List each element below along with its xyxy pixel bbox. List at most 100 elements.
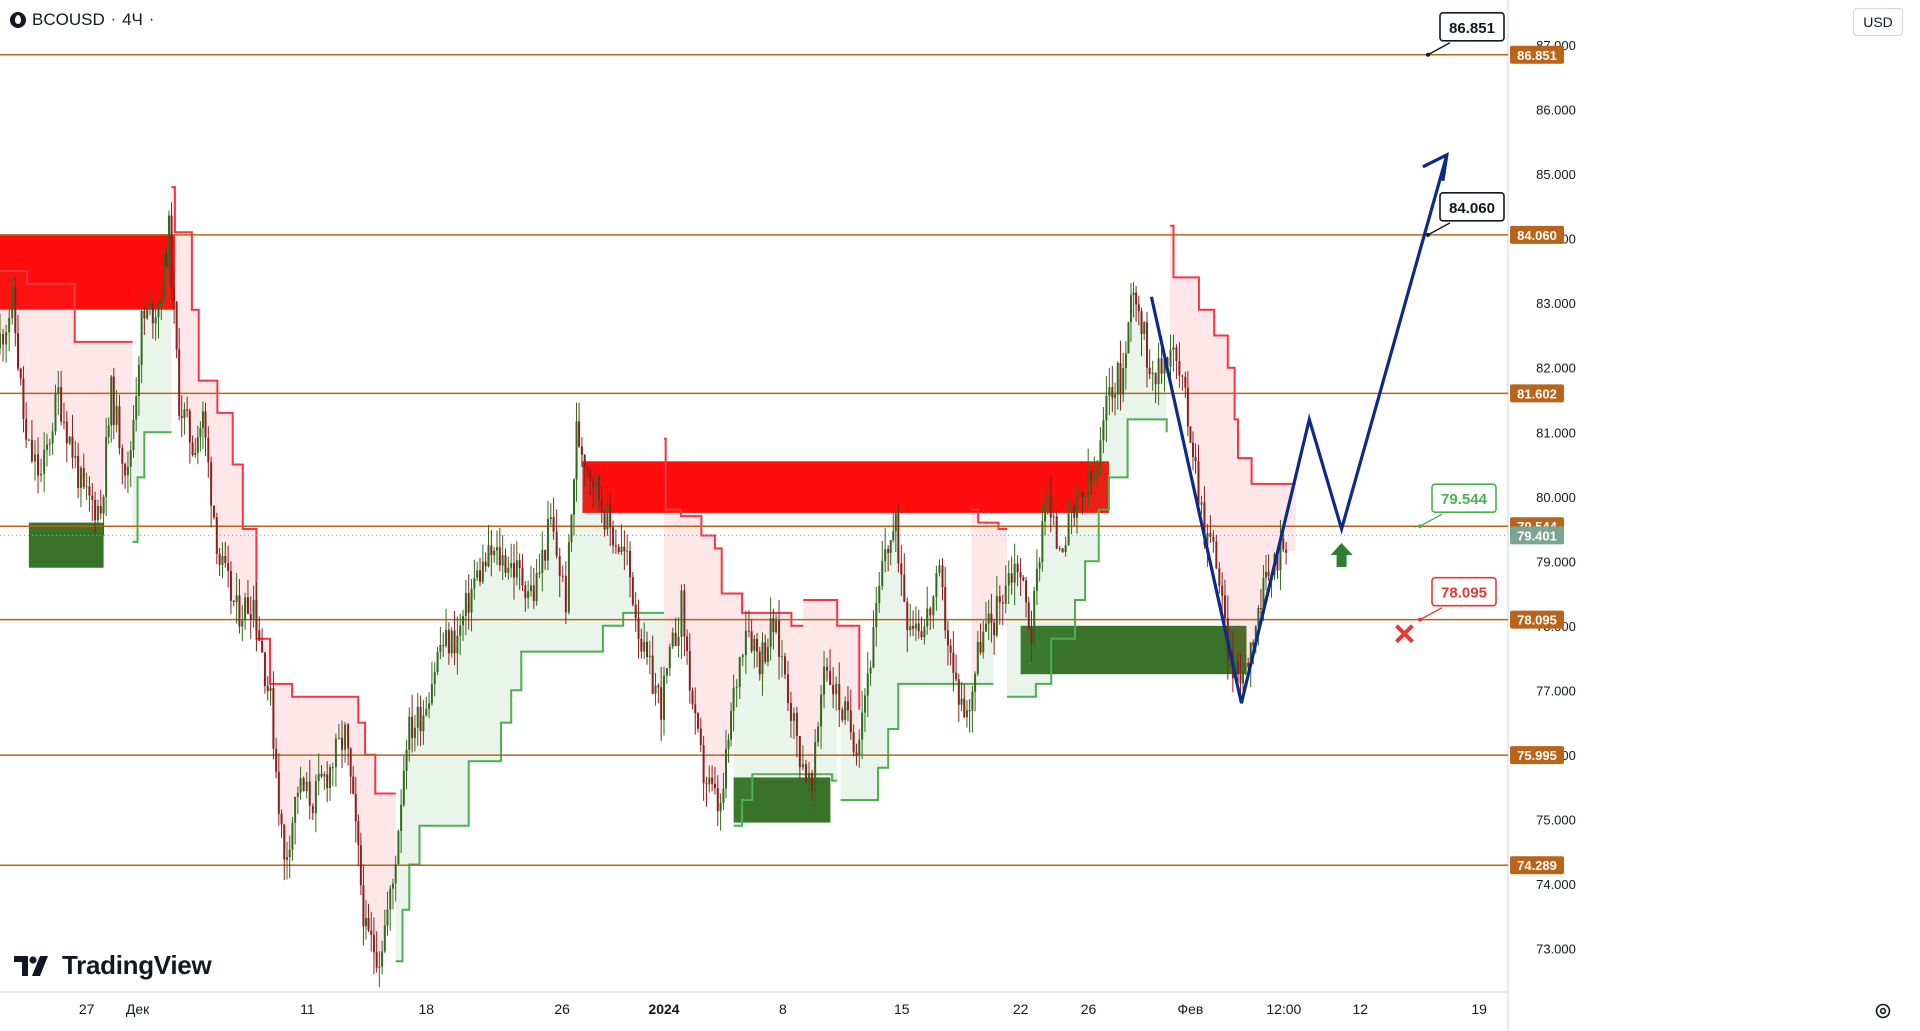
candle-body	[1022, 577, 1025, 581]
candle-body	[1279, 538, 1282, 571]
candle-body	[1025, 580, 1028, 603]
candle-body	[5, 332, 8, 345]
candle-body	[299, 778, 302, 793]
currency-selector-button[interactable]: USD	[1853, 8, 1903, 36]
candle-body	[1130, 295, 1132, 323]
candle-body	[841, 710, 844, 720]
candle-body	[811, 773, 814, 791]
candle-body	[1206, 532, 1209, 546]
candle-body	[1116, 362, 1119, 395]
candle-body	[1078, 491, 1081, 494]
candle-body	[719, 802, 722, 812]
candle-body	[102, 496, 105, 514]
candle-body	[993, 622, 996, 636]
candle-body	[154, 317, 157, 324]
candle-body	[510, 563, 513, 568]
candle-body	[82, 467, 85, 488]
candle-body	[835, 683, 838, 695]
candle-body	[727, 739, 730, 749]
candle-body	[609, 504, 612, 528]
candle-body	[971, 691, 974, 711]
candle-body	[552, 517, 555, 532]
candle-body	[741, 655, 744, 658]
candle-body	[917, 623, 920, 632]
candle-body	[1099, 440, 1102, 471]
candle-body	[99, 505, 102, 514]
candle-body	[60, 387, 63, 422]
settings-gear-icon[interactable]	[1870, 998, 1896, 1024]
candle-body	[1010, 573, 1013, 583]
candle-body	[575, 421, 578, 480]
candle-body	[51, 431, 54, 444]
candle-body	[730, 710, 733, 740]
candle-body	[640, 638, 643, 652]
candle-body	[302, 778, 305, 792]
candle-body	[110, 376, 113, 426]
x-tick-label: 2024	[648, 1001, 679, 1017]
candle-body	[1151, 372, 1154, 375]
candle-body	[654, 685, 657, 694]
x-tick-label: 26	[1081, 1001, 1097, 1017]
candle-body	[1169, 349, 1172, 367]
candle-body	[761, 642, 764, 675]
candle-body	[694, 704, 697, 714]
candle-body	[255, 599, 258, 631]
candle-body	[929, 608, 932, 616]
candle-body	[990, 613, 993, 623]
candle-body	[1007, 573, 1010, 586]
candle-body	[1075, 493, 1078, 518]
candle-body	[96, 505, 99, 521]
candle-body	[1259, 608, 1262, 610]
candle-body	[140, 310, 143, 365]
y-tick-label: 83.000	[1536, 296, 1576, 311]
candle-body	[207, 437, 210, 463]
candle-body	[146, 309, 149, 319]
candle-body	[724, 748, 727, 789]
candle-body	[296, 792, 299, 797]
candle-body	[795, 713, 798, 736]
candle-body	[94, 499, 97, 521]
candle-body	[269, 688, 272, 691]
candle-body	[352, 776, 355, 794]
candle-body	[498, 547, 501, 566]
support-zone	[28, 522, 104, 568]
candle-body	[470, 588, 473, 613]
candle-body	[419, 706, 422, 732]
candle-body	[648, 655, 651, 658]
candle-body	[778, 620, 781, 658]
separator-dot: ·	[110, 11, 117, 28]
candle-body	[823, 666, 826, 695]
candle-body	[442, 644, 445, 646]
candle-body	[160, 296, 163, 307]
candle-body	[275, 748, 278, 772]
candle-body	[1140, 311, 1143, 334]
candle-body	[375, 952, 378, 968]
tradingview-logo[interactable]: TradingView	[14, 950, 212, 981]
candle-body	[1160, 358, 1163, 374]
candle-body	[188, 410, 191, 443]
forecast-arrowhead	[1422, 152, 1449, 182]
symbol-header[interactable]: BCOUSD · 4Ч ·	[10, 8, 155, 32]
candle-body	[68, 436, 71, 444]
candle-body	[766, 646, 769, 662]
candle-body	[381, 951, 384, 967]
candle-body	[383, 925, 386, 952]
candle-body	[764, 642, 767, 662]
candle-body	[367, 918, 370, 931]
candle-body	[221, 555, 224, 565]
candle-body	[244, 597, 247, 621]
candle-body	[1137, 304, 1140, 312]
candle-body	[85, 486, 88, 488]
candle-body	[844, 701, 847, 720]
candle-body	[1178, 361, 1181, 376]
candle-body	[493, 550, 496, 556]
candle-body	[326, 774, 329, 789]
x-tick-label: 26	[554, 1001, 570, 1017]
candle-body	[646, 641, 649, 658]
candle-body	[1184, 376, 1187, 388]
candle-body	[258, 630, 261, 641]
candle-body	[79, 467, 82, 489]
candle-body	[40, 473, 43, 476]
candle-body	[378, 966, 381, 968]
